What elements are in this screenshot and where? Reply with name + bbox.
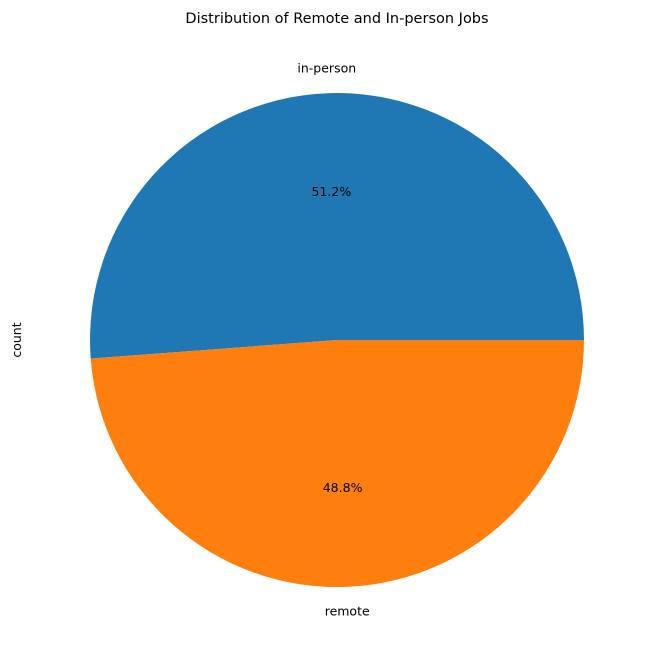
slice-percent-remote: 48.8% [323, 480, 363, 495]
slice-percent-in-person: 51.2% [312, 184, 352, 199]
slice-label-in-person: in-person [297, 61, 356, 76]
slice-label-remote: remote [325, 604, 370, 619]
pie-labels: in-person 51.2% remote 48.8% [297, 61, 370, 619]
pie-slice-remote [90, 340, 584, 588]
pie-slice-in-person [90, 93, 584, 359]
chart-title: Distribution of Remote and In-person Job… [185, 11, 488, 27]
y-axis-label: count [9, 322, 24, 357]
pie-slices [90, 93, 584, 588]
